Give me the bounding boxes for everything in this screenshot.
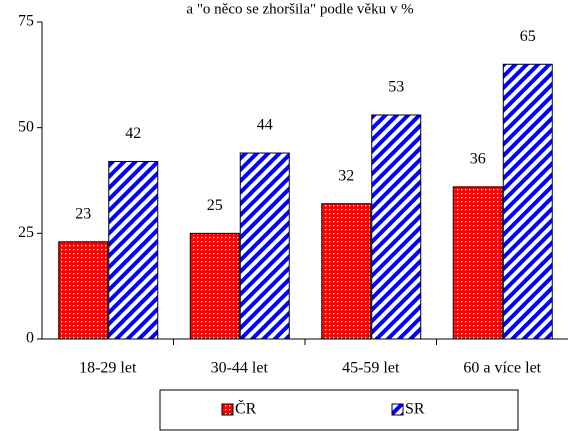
bar [58,241,109,340]
value-label: 44 [257,117,273,134]
legend-box [159,389,519,431]
x-tick-label: 30-44 let [211,360,269,377]
bar [452,186,503,340]
y-tick-label: 25 [18,224,34,241]
y-tick-label: 75 [18,13,34,30]
chart-title: a "o něco se zhoršila" podle věku v % [186,1,413,17]
bar [371,114,422,340]
value-label: 25 [207,197,223,214]
y-tick-label: 0 [26,330,34,347]
legend-label: SR [405,401,425,418]
value-label: 23 [75,205,91,222]
value-label: 53 [388,79,404,96]
value-label: 65 [520,28,536,45]
bar [321,203,372,340]
legend-swatch [221,403,234,416]
value-label: 32 [338,167,354,184]
bar [502,63,553,340]
x-tick-label: 18-29 let [79,360,137,377]
x-tick-label: 45-59 let [342,360,400,377]
bar [189,232,240,340]
legend-swatch [391,403,404,416]
legend-label: ČR [235,399,257,418]
bar [108,160,159,340]
bar [239,152,290,340]
x-tick-label: 60 a více let [463,360,541,377]
value-label: 42 [125,125,141,142]
value-label: 36 [470,151,486,168]
y-tick-label: 50 [18,118,34,135]
